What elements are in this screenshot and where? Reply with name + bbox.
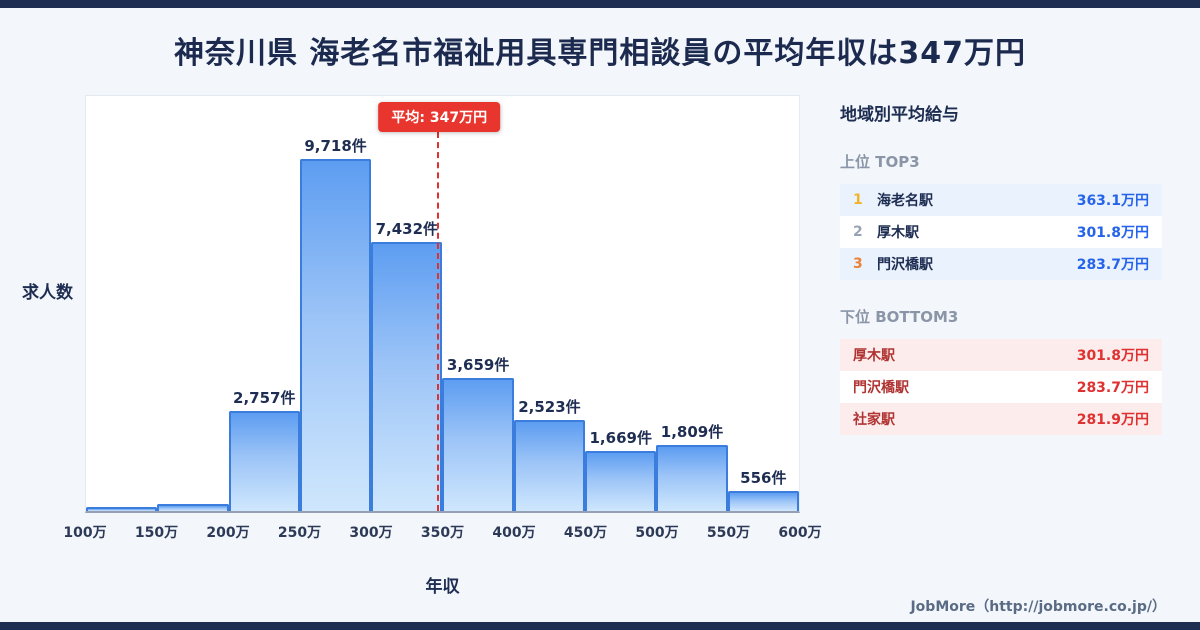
histogram-bar — [157, 504, 229, 511]
salary-value: 363.1万円 — [1076, 193, 1149, 209]
histogram-bars: 2,757件 9,718件 7,432件 3,659件 2,523件 1,669件 1,80… — [86, 96, 799, 511]
table-row: 社家駅 281.9万円 — [840, 403, 1162, 435]
bar-value-label: 9,718件 — [304, 137, 367, 155]
bottom3-table: 厚木駅 301.8万円 門沢橋駅 283.7万円 社家駅 281.9万円 — [840, 339, 1162, 435]
station-name: 厚木駅 — [877, 225, 919, 241]
mean-badge: 平均: 347万円 — [378, 102, 501, 132]
x-tick-label: 250万 — [277, 525, 322, 541]
histogram-bar — [442, 378, 514, 511]
bar-bin-7: 1,669件 — [585, 96, 657, 511]
histogram-bar — [727, 491, 799, 511]
top-accent-strip — [0, 0, 1200, 8]
bar-bin-2: 2,757件 — [228, 96, 300, 511]
bar-bin-0 — [86, 96, 158, 511]
x-tick-label: 200万 — [206, 525, 250, 541]
station-name: 海老名駅 — [877, 193, 933, 209]
bottom3-heading: 下位 BOTTOM3 — [840, 308, 959, 326]
bar-value-label: 2,757件 — [233, 389, 296, 407]
station-name: 社家駅 — [853, 412, 895, 428]
histogram-bar — [299, 159, 372, 511]
bar-value-label: 1,809件 — [660, 423, 724, 441]
bar-bin-9: 556件 — [727, 96, 799, 511]
salary-value: 283.7万円 — [1076, 257, 1149, 273]
table-row: 1 海老名駅 363.1万円 — [840, 184, 1162, 216]
rank-badge: 3 — [853, 256, 863, 272]
bar-value-label: 556件 — [740, 469, 787, 487]
top3-heading: 上位 TOP3 — [840, 153, 920, 171]
rank-badge: 1 — [853, 192, 863, 208]
bar-bin-5: 3,659件 — [442, 96, 514, 511]
x-tick-label: 400万 — [492, 525, 536, 541]
table-row: 厚木駅 301.8万円 — [840, 339, 1162, 371]
bar-bin-4: 7,432件 — [371, 96, 443, 511]
salary-value: 281.9万円 — [1076, 412, 1149, 428]
x-tick-label: 550万 — [706, 525, 751, 541]
x-tick-label: 150万 — [134, 525, 179, 541]
bar-bin-8: 1,809件 — [656, 96, 728, 511]
histogram-bar — [513, 420, 586, 511]
page-title: 神奈川県 海老名市福祉用具専門相談員の平均年収は347万円 — [173, 36, 1027, 71]
bar-value-label: 2,523件 — [518, 398, 581, 416]
salary-value: 301.8万円 — [1076, 348, 1149, 364]
region-salary-sidebar: 地域別平均給与 上位 TOP3 1 海老名駅 363.1万円 2 厚木駅 301… — [840, 100, 1162, 435]
salary-value: 283.7万円 — [1076, 380, 1149, 396]
station-name: 門沢橋駅 — [877, 257, 933, 273]
table-row: 門沢橋駅 283.7万円 — [840, 371, 1162, 403]
bar-value-label: 3,659件 — [446, 356, 510, 374]
footer-credit: JobMore（http://jobmore.co.jp/） — [910, 599, 1166, 615]
station-name: 厚木駅 — [853, 348, 895, 364]
sidebar-heading: 地域別平均給与 — [840, 105, 959, 125]
salary-value: 301.8万円 — [1076, 225, 1149, 241]
table-row: 3 門沢橋駅 283.7万円 — [840, 248, 1162, 280]
station-name: 門沢橋駅 — [853, 380, 909, 396]
x-tick-label: 350万 — [420, 525, 465, 541]
bar-bin-1 — [157, 96, 229, 511]
x-axis-title: 年収 — [425, 577, 460, 597]
chart-plot-area: 2,757件 9,718件 7,432件 3,659件 2,523件 1,669件 1,80… — [85, 95, 800, 513]
table-row: 2 厚木駅 301.8万円 — [840, 216, 1162, 248]
y-axis-label: 求人数 — [22, 283, 73, 303]
mean-line: 平均: 347万円 — [378, 102, 501, 511]
histogram-bar — [228, 411, 300, 511]
bar-bin-3: 9,718件 — [299, 96, 372, 511]
bar-value-label: 1,669件 — [589, 429, 652, 447]
bottom-accent-strip — [0, 622, 1200, 630]
x-axis-ticks: 100万 150万 200万 250万 300万 350万 400万 450万 500万 550万… — [63, 522, 821, 542]
histogram-bar — [86, 507, 158, 511]
x-tick-label: 300万 — [349, 525, 393, 541]
x-tick-label: 500万 — [635, 525, 679, 541]
x-tick-label: 450万 — [563, 525, 608, 541]
histogram-bar — [371, 242, 443, 511]
x-tick-label: 100万 — [63, 525, 107, 541]
rank-badge: 2 — [853, 224, 863, 240]
histogram-bar — [585, 451, 657, 511]
x-tick-label: 600万 — [778, 525, 822, 541]
histogram-bar — [656, 445, 728, 511]
bar-value-label: 7,432件 — [375, 220, 439, 238]
bar-bin-6: 2,523件 — [513, 96, 586, 511]
top3-table: 1 海老名駅 363.1万円 2 厚木駅 301.8万円 3 門沢橋駅 283.… — [840, 184, 1162, 280]
